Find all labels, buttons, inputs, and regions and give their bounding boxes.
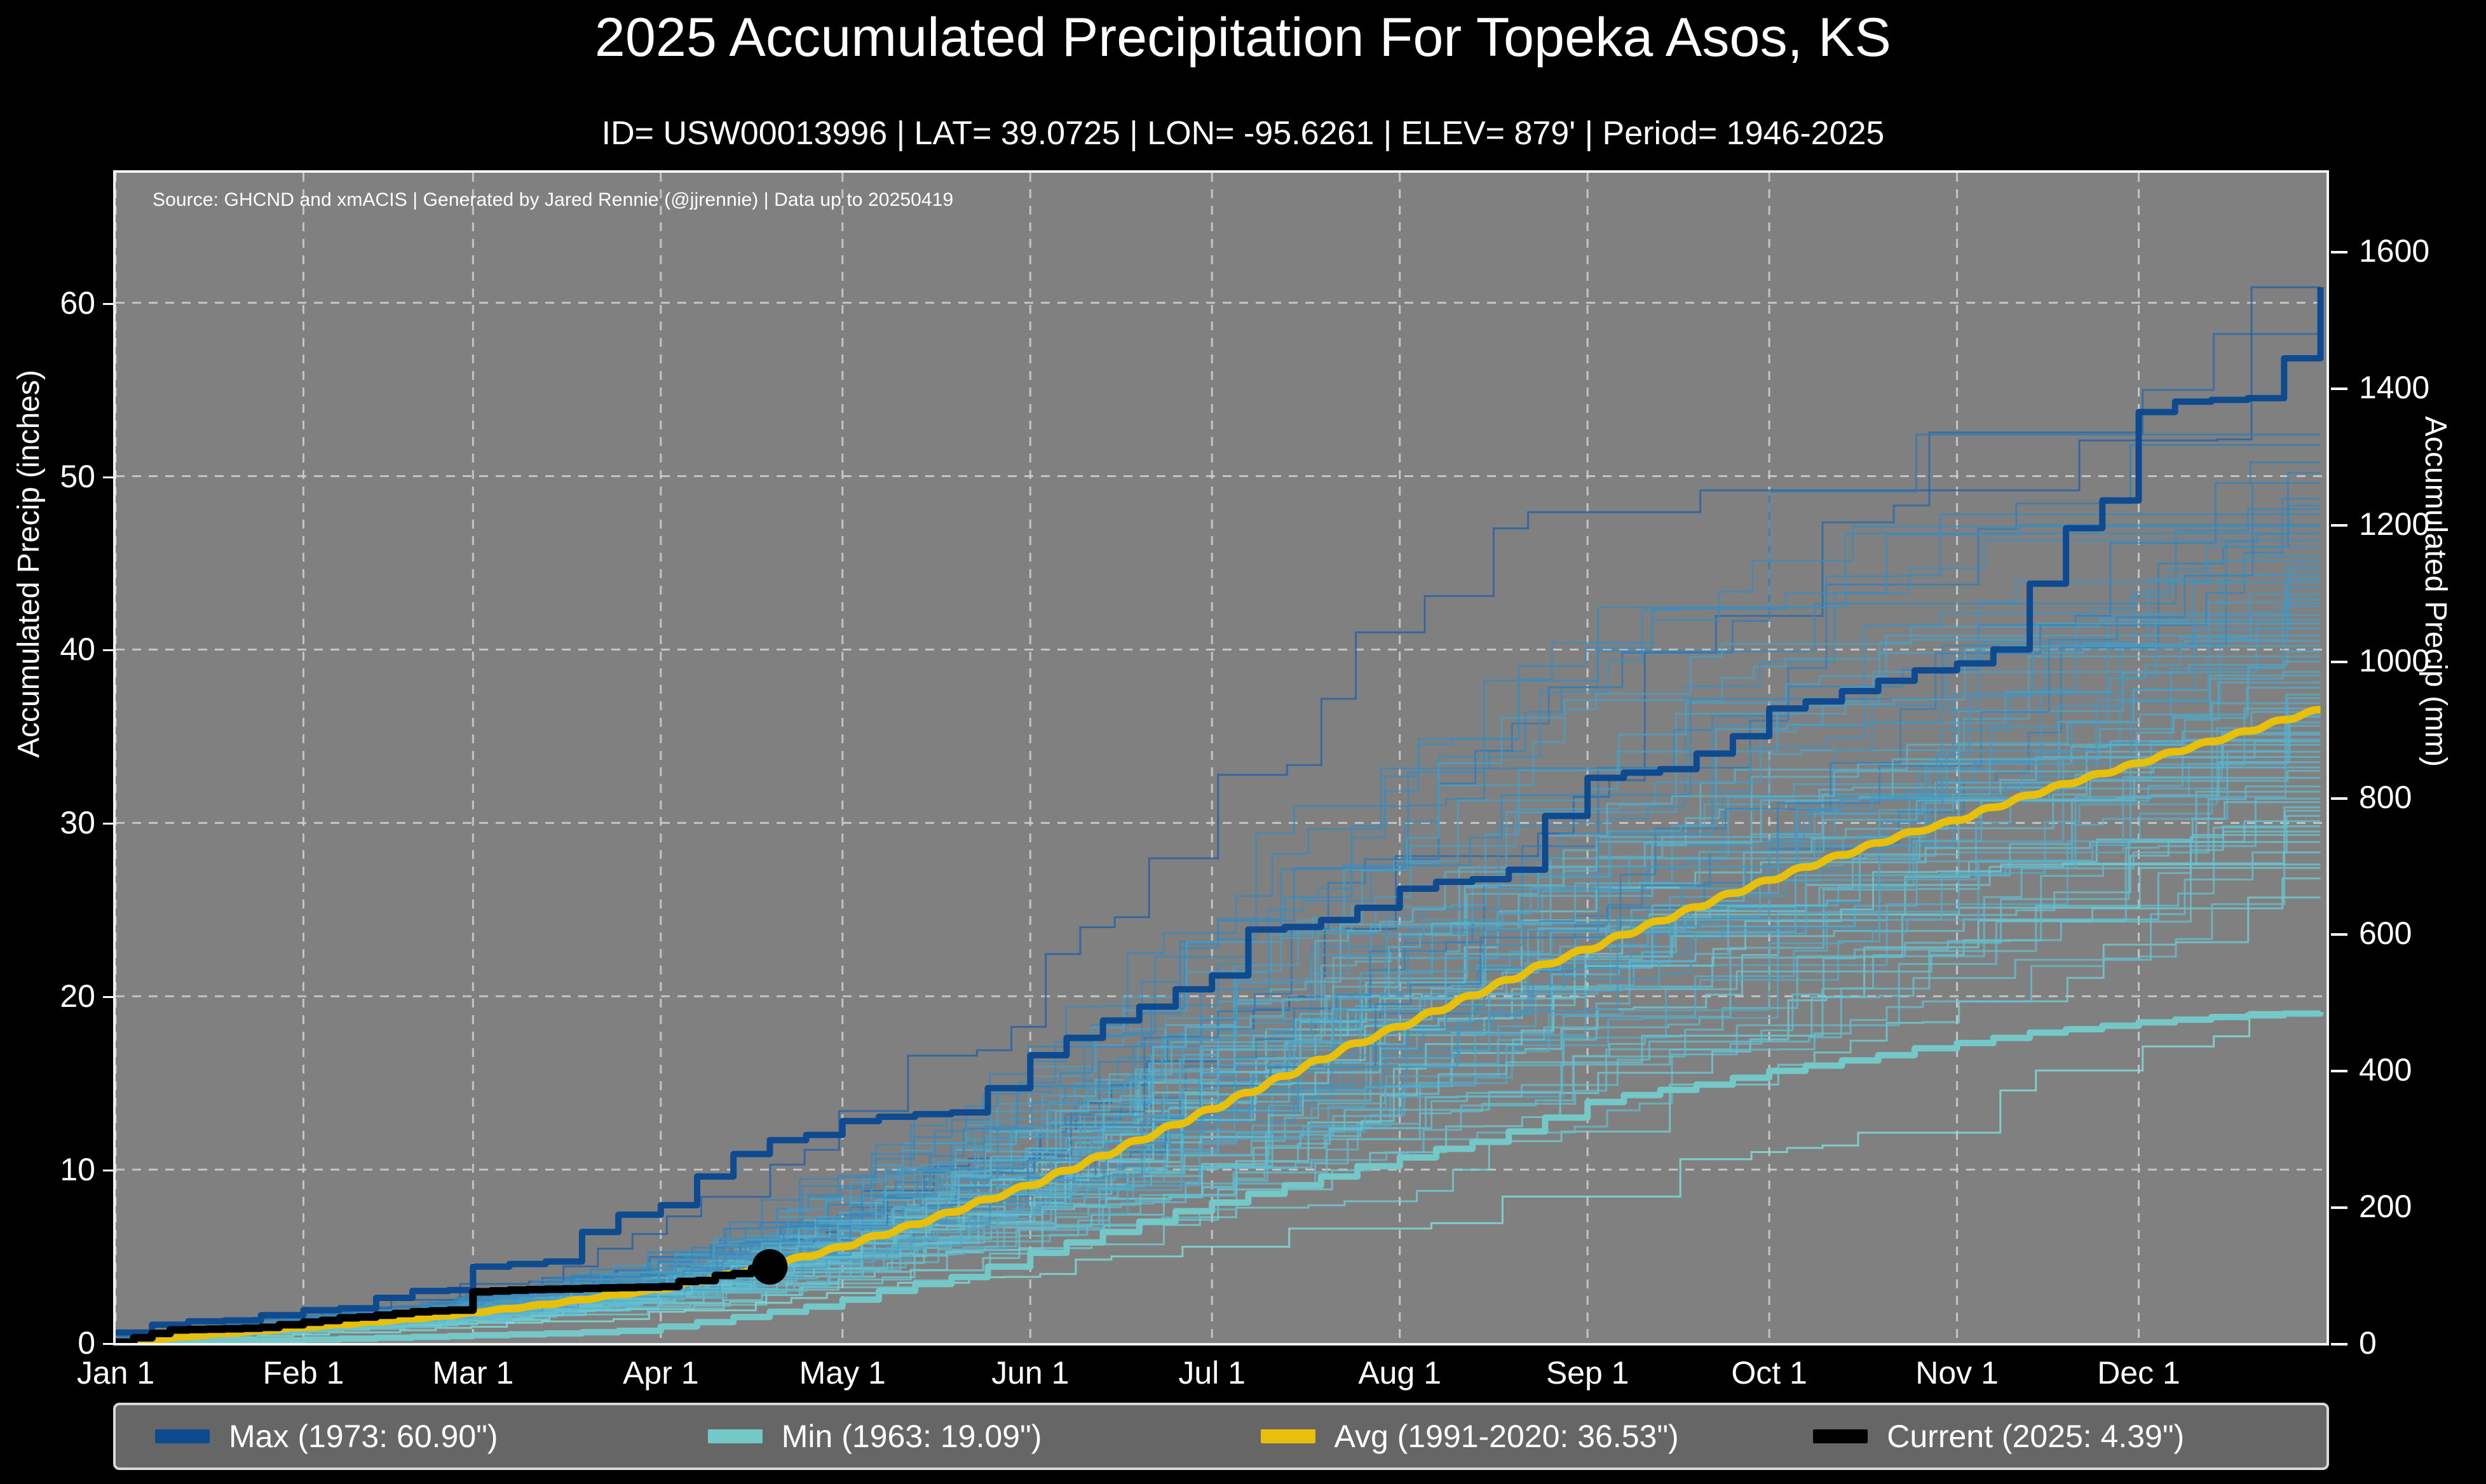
y-tick-right-200: 200 (2359, 1189, 2412, 1225)
background-year-trace (116, 433, 2321, 1343)
x-tick-dec-1: Dec 1 (2097, 1355, 2180, 1391)
current-endpoint-marker (752, 1249, 788, 1285)
y-tickmark-right (2331, 1343, 2347, 1346)
x-tick-may-1: May 1 (799, 1355, 886, 1391)
x-tick-sep-1: Sep 1 (1545, 1355, 1629, 1391)
legend-swatch-current (1813, 1429, 1868, 1443)
y-axis-left-title: Accumulated Precip (inches) (12, 370, 46, 758)
y-tickmark-right (2331, 797, 2347, 800)
background-year-trace (116, 814, 2321, 1343)
x-tick-feb-1: Feb 1 (262, 1355, 344, 1391)
y-tickmark-left (103, 302, 113, 305)
legend-label-max: Max (1973: 60.90") (229, 1419, 498, 1454)
legend-item-max[interactable]: Max (1973: 60.90") (116, 1418, 669, 1455)
legend-label-avg: Avg (1991-2020: 36.53") (1334, 1419, 1679, 1454)
y-tick-left-10: 10 (60, 1152, 95, 1188)
background-year-trace (116, 286, 2321, 1343)
y-tick-right-0: 0 (2359, 1325, 2377, 1361)
x-tick-nov-1: Nov 1 (1915, 1355, 1999, 1391)
background-year-trace (116, 565, 2321, 1343)
y-tick-right-1400: 1400 (2359, 369, 2430, 405)
y-tick-left-50: 50 (60, 458, 95, 494)
x-tick-jun-1: Jun 1 (991, 1355, 1070, 1391)
plot-area: Source: GHCND and xmACIS | Generated by … (113, 170, 2329, 1346)
y-tick-left-60: 60 (60, 285, 95, 321)
chart-legend: Max (1973: 60.90") Min (1963: 19.09") Av… (113, 1403, 2329, 1470)
y-tickmark-left (103, 996, 113, 999)
y-tick-left-30: 30 (60, 805, 95, 841)
y-tick-left-40: 40 (60, 631, 95, 668)
y-tickmark-right (2331, 1070, 2347, 1073)
legend-label-current: Current (2025: 4.39") (1887, 1419, 2185, 1454)
series-line-min (116, 1010, 2324, 1343)
y-tick-right-400: 400 (2359, 1052, 2412, 1088)
y-tick-right-1200: 1200 (2359, 506, 2430, 542)
x-tick-aug-1: Aug 1 (1358, 1355, 1442, 1391)
legend-label-min: Min (1963: 19.09") (781, 1419, 1042, 1454)
legend-swatch-avg (1260, 1429, 1315, 1443)
chart-canvas (116, 173, 2326, 1343)
background-year-trace (116, 1011, 2321, 1343)
y-tickmark-left (103, 823, 113, 825)
x-tick-apr-1: Apr 1 (623, 1355, 699, 1391)
page-title: 2025 Accumulated Precipitation For Topek… (594, 7, 1892, 68)
y-tick-right-800: 800 (2359, 779, 2412, 815)
background-year-trace (116, 560, 2321, 1343)
x-tick-jan-1: Jan 1 (76, 1355, 155, 1391)
series-line-max (116, 287, 2324, 1336)
series-line-current (116, 1264, 774, 1343)
background-year-trace (116, 555, 2321, 1343)
y-tickmark-right (2331, 387, 2347, 390)
x-tick-mar-1: Mar 1 (432, 1355, 514, 1391)
x-tick-oct-1: Oct 1 (1731, 1355, 1807, 1391)
y-tickmark-right (2331, 251, 2347, 253)
legend-item-min[interactable]: Min (1963: 19.09") (669, 1418, 1221, 1455)
y-tickmark-left (103, 476, 113, 478)
y-tickmark-left (103, 1170, 113, 1172)
y-tick-left-20: 20 (60, 978, 95, 1015)
legend-swatch-max (155, 1429, 210, 1443)
y-axis-right-title: Accumulated Precip (mm) (2419, 416, 2452, 767)
y-tick-right-600: 600 (2359, 915, 2412, 952)
y-tickmark-right (2331, 933, 2347, 936)
station-metadata-subtitle: ID= USW00013996 | LAT= 39.0725 | LON= -9… (601, 115, 1885, 152)
legend-swatch-min (707, 1429, 763, 1443)
y-tick-left-0: 0 (78, 1325, 95, 1361)
background-year-trace (116, 574, 2321, 1343)
x-tick-jul-1: Jul 1 (1178, 1355, 1246, 1391)
background-year-trace (116, 770, 2321, 1343)
series-line-avg (116, 706, 2321, 1343)
y-tickmark-right (2331, 523, 2347, 527)
source-annotation: Source: GHCND and xmACIS | Generated by … (153, 189, 954, 210)
y-tick-right-1600: 1600 (2359, 233, 2430, 269)
y-tickmark-left (103, 649, 113, 652)
y-tickmark-right (2331, 660, 2347, 663)
y-tick-right-1000: 1000 (2359, 642, 2430, 678)
y-tickmark-left (103, 1343, 113, 1345)
legend-item-avg[interactable]: Avg (1991-2020: 36.53") (1221, 1418, 1774, 1455)
y-tickmark-right (2331, 1206, 2347, 1210)
legend-item-current[interactable]: Current (2025: 4.39") (1774, 1418, 2326, 1455)
